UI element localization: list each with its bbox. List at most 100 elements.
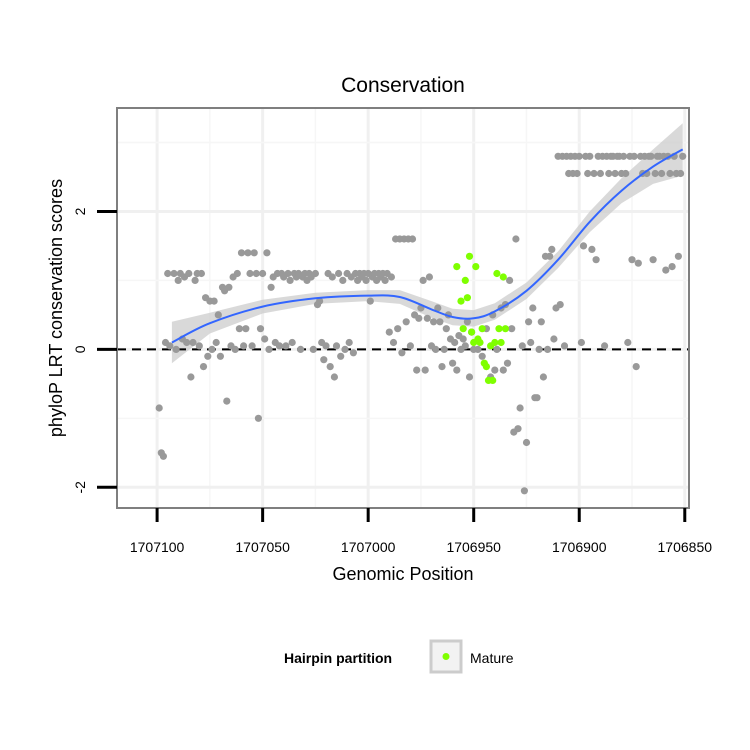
legend-marker-mature [442, 653, 450, 660]
other-point [453, 366, 461, 374]
other-point [556, 301, 564, 309]
other-point [328, 273, 336, 281]
other-point [235, 325, 243, 333]
other-point [326, 363, 334, 371]
other-point [544, 345, 552, 353]
other-point [520, 487, 529, 495]
other-point [159, 452, 167, 460]
other-point [634, 259, 642, 267]
other-point [611, 169, 619, 178]
other-point [406, 342, 414, 350]
plot-panel [117, 108, 689, 508]
other-point [309, 345, 317, 353]
other-point [438, 363, 446, 371]
other-point [527, 338, 535, 347]
other-point [423, 314, 431, 322]
other-point [389, 338, 398, 347]
other-point [240, 342, 248, 350]
other-point [560, 342, 569, 350]
other-point [430, 318, 438, 326]
other-point [506, 276, 514, 284]
other-point [535, 345, 543, 353]
other-point [465, 373, 474, 381]
x-tick-label: 1706950 [446, 539, 501, 555]
other-point [204, 352, 212, 360]
legend: Hairpin partition Mature [284, 639, 514, 674]
other-point [550, 335, 558, 343]
other-point [674, 252, 683, 260]
other-point [174, 276, 182, 284]
other-point [225, 283, 233, 291]
other-point [474, 345, 482, 353]
mature-point [459, 325, 467, 333]
other-point [259, 269, 267, 278]
other-point [233, 269, 241, 278]
other-point [275, 342, 284, 350]
other-point [596, 169, 605, 178]
other-point [237, 249, 246, 257]
x-tick-label: 1707100 [130, 539, 185, 555]
other-point [590, 169, 598, 178]
other-point [677, 169, 685, 178]
other-point [579, 242, 588, 250]
other-point [622, 169, 630, 178]
other-point [330, 373, 338, 381]
other-point [493, 345, 501, 353]
mature-point [463, 294, 471, 302]
mature-point [472, 263, 480, 271]
other-point [588, 245, 596, 253]
x-tick-label: 1706850 [658, 539, 713, 555]
other-point [197, 269, 205, 278]
plot-border [116, 107, 690, 509]
other-point [516, 404, 524, 412]
other-point [548, 245, 556, 253]
mature-point [491, 338, 499, 347]
other-point [195, 342, 203, 350]
other-point [322, 342, 330, 350]
other-point [345, 338, 353, 347]
other-point [311, 269, 319, 278]
other-point [398, 349, 406, 357]
mature-point [489, 376, 497, 384]
other-point [402, 318, 410, 326]
data-points [155, 152, 687, 495]
other-point [442, 325, 450, 333]
other-point [601, 342, 609, 350]
other-point [212, 338, 220, 347]
other-point [529, 304, 537, 312]
other-point [592, 256, 600, 264]
other-point [248, 342, 256, 350]
other-point [434, 304, 442, 312]
other-point [512, 235, 520, 243]
other-point [284, 269, 292, 278]
other-point [651, 169, 659, 178]
mature-point [499, 273, 507, 281]
other-point [288, 338, 296, 347]
mature-point [457, 297, 465, 305]
other-point [250, 249, 258, 257]
mature-point [453, 263, 461, 271]
legend-title: Hairpin partition [284, 650, 392, 666]
other-point [449, 359, 457, 367]
axes: 1707100 1707050 1707000 1706950 1706900 17068… [72, 207, 712, 555]
other-point [537, 318, 545, 326]
other-point [282, 342, 290, 350]
other-point [189, 338, 197, 347]
other-point [187, 373, 195, 381]
other-point [297, 345, 305, 353]
other-point [459, 335, 467, 343]
other-point [522, 438, 531, 447]
y-axis-title: phyloP LRT conservation scores [46, 179, 66, 437]
mature-point [461, 276, 469, 284]
other-point [440, 345, 448, 353]
other-point [381, 276, 389, 284]
other-point [244, 249, 252, 257]
other-point [366, 297, 374, 305]
other-point [577, 338, 586, 347]
other-point [518, 342, 526, 350]
mature-point [495, 325, 503, 333]
other-point [662, 266, 670, 274]
mature-point [501, 325, 509, 333]
other-point [385, 328, 393, 336]
